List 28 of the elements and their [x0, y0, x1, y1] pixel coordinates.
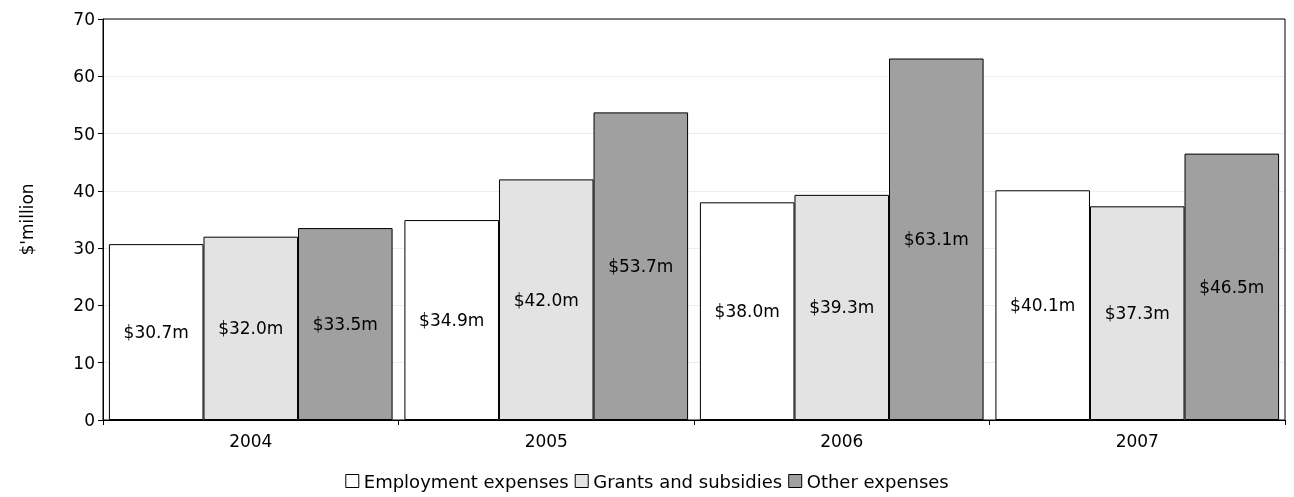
data-label: $32.0m — [218, 318, 284, 339]
data-label: $40.1m — [1010, 295, 1076, 316]
data-label: $33.5m — [312, 314, 378, 335]
data-label: $46.5m — [1199, 276, 1265, 297]
y-tick-label: 40 — [73, 180, 95, 201]
x-tick-label: 2006 — [820, 430, 864, 451]
legend-label: Employment expenses — [363, 470, 569, 492]
data-label: $53.7m — [608, 256, 674, 277]
y-tick-label: 0 — [84, 410, 95, 430]
data-label: $34.9m — [419, 310, 485, 331]
y-tick-label: 10 — [73, 352, 95, 373]
y-tick-label: 20 — [73, 295, 95, 316]
y-tick-label: 70 — [73, 9, 95, 29]
y-tick-label: 60 — [73, 66, 95, 87]
data-label: $39.3m — [809, 297, 875, 318]
data-label: $63.1m — [903, 229, 969, 250]
x-tick-label: 2007 — [1115, 430, 1159, 451]
data-label: $42.0m — [513, 289, 579, 310]
data-label: $37.3m — [1104, 303, 1170, 324]
y-tick-label: 50 — [73, 123, 95, 144]
x-tick-label: 2004 — [229, 430, 273, 451]
data-label: $38.0m — [714, 301, 780, 322]
legend-label: Grants and subsidies — [593, 470, 783, 492]
y-tick-label: 30 — [73, 238, 95, 259]
legend-label: Other expenses — [806, 470, 949, 492]
y-axis-title: $'million — [16, 183, 37, 256]
x-tick-label: 2005 — [524, 430, 568, 451]
data-label: $30.7m — [123, 322, 189, 343]
